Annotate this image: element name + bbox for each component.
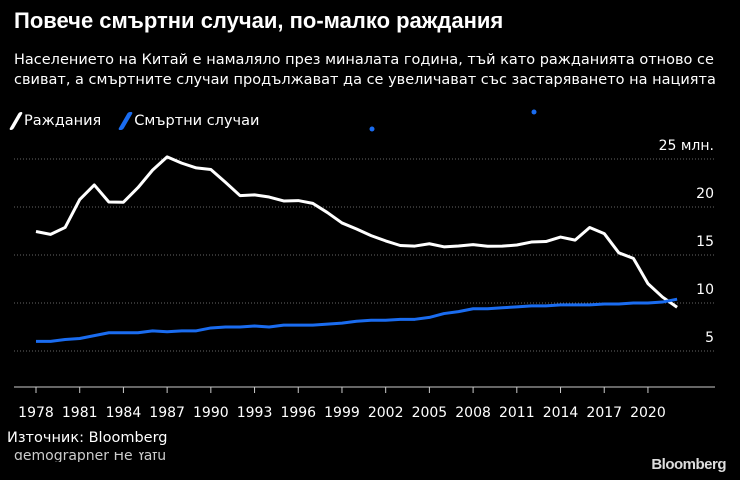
artifact-dot bbox=[531, 109, 537, 115]
chart-title: Повече смъртни случаи, по-малко раждания bbox=[14, 8, 504, 33]
x-tick-label: 2005 bbox=[412, 405, 448, 421]
y-tick-label: 5 bbox=[705, 330, 714, 346]
series-line-births bbox=[35, 155, 678, 309]
legend-label-deaths: Смъртни случаи bbox=[134, 113, 260, 129]
y-tick-label: 15 bbox=[696, 234, 714, 250]
chart-subtitle: Населението на Китай е намаляло през мин… bbox=[14, 52, 716, 88]
x-tick-label: 1984 bbox=[106, 405, 142, 421]
x-tick-label: 1981 bbox=[62, 405, 98, 421]
x-tick-label: 2014 bbox=[543, 405, 579, 421]
x-tick-label: 2017 bbox=[586, 405, 622, 421]
x-tick-label: 1978 bbox=[18, 405, 54, 421]
x-tick-label: 1996 bbox=[280, 405, 316, 421]
x-tick-label: 2008 bbox=[455, 405, 491, 421]
y-tick-label: 10 bbox=[696, 282, 714, 298]
clipped-note: demographer He Yafu bbox=[14, 452, 167, 462]
legend-item-deaths: Смъртни случаи bbox=[118, 112, 260, 130]
y-tick-label: 25 млн. bbox=[659, 138, 714, 154]
series-line-deaths bbox=[36, 297, 678, 343]
artifact-dot bbox=[369, 126, 375, 132]
legend-label-births: Раждания bbox=[24, 113, 102, 129]
x-tick-label: 1987 bbox=[149, 405, 185, 421]
legend-item-births: Раждания bbox=[8, 112, 102, 130]
source-note: Източник: Bloomberg bbox=[7, 430, 168, 446]
bloomberg-logo: Bloomberg bbox=[651, 456, 726, 473]
x-tick-label: 1993 bbox=[237, 405, 273, 421]
x-tick-label: 2011 bbox=[499, 405, 535, 421]
y-tick-label: 20 bbox=[696, 186, 714, 202]
x-tick-label: 2002 bbox=[368, 405, 404, 421]
x-tick-label: 2020 bbox=[630, 405, 666, 421]
x-tick-label: 1999 bbox=[324, 405, 360, 421]
legend: Раждания Смъртни случаи bbox=[8, 112, 260, 130]
x-tick-label: 1990 bbox=[193, 405, 229, 421]
